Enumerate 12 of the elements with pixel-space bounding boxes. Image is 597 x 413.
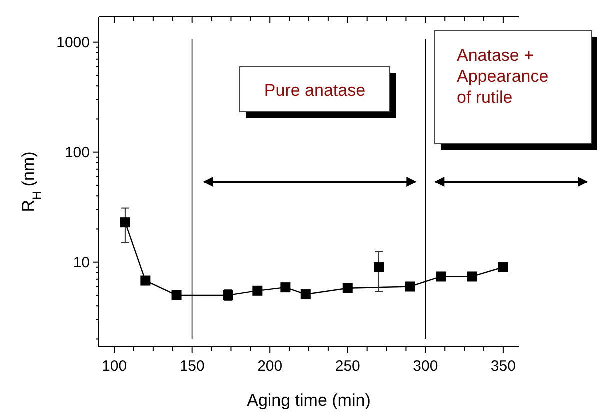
y-tick-label: 100	[64, 144, 90, 162]
x-tick-label: 250	[335, 358, 360, 375]
x-tick-label: 150	[180, 358, 205, 375]
x-tick-label: 300	[413, 358, 438, 375]
annotation: Pure anatase	[264, 81, 366, 100]
x-axis-title: Aging time (min)	[247, 391, 371, 410]
annotation: Anatase + Appearance of rutile	[457, 46, 549, 107]
y-tick-label: 10	[73, 254, 90, 272]
x-tick-label: 200	[258, 358, 283, 375]
x-tick-label: 100	[102, 358, 128, 375]
y-tick-label: 1000	[56, 34, 90, 52]
x-tick-label: 350	[490, 358, 516, 375]
